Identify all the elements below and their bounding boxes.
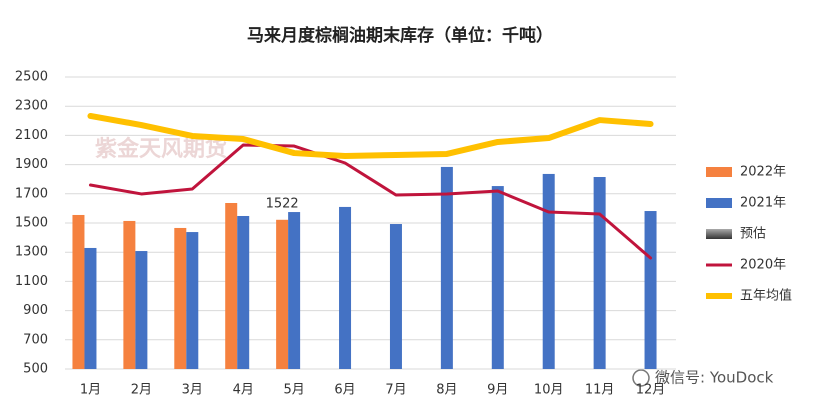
- x-tick-label: 11月: [585, 383, 615, 398]
- bar: [644, 211, 657, 369]
- bar: [237, 215, 250, 369]
- line: [88, 143, 653, 260]
- y-tick-label: 2500: [15, 70, 48, 85]
- y-tick-label: 500: [23, 362, 48, 377]
- bar: [72, 214, 85, 369]
- y-tick-label: 2100: [15, 128, 48, 143]
- x-tick-label: 7月: [385, 383, 406, 398]
- legend-swatch: [706, 198, 732, 208]
- y-tick-label: 1100: [15, 274, 48, 289]
- legend-label: 2020年: [740, 258, 786, 273]
- x-tick-label: 6月: [334, 383, 355, 398]
- y-tick-label: 1900: [15, 157, 48, 172]
- x-tick-label: 12月: [636, 383, 666, 398]
- y-tick-label: 1500: [15, 216, 48, 231]
- legend-label: 2021年: [740, 196, 786, 211]
- bar: [491, 186, 504, 369]
- watermark: 微信号: YouDock: [655, 369, 774, 387]
- x-tick-label: 1月: [80, 383, 101, 398]
- x-tick-label: 2月: [131, 383, 152, 398]
- y-tick-label: 2300: [15, 99, 48, 114]
- bar: [84, 247, 97, 369]
- bar: [135, 251, 148, 369]
- y-tick-label: 700: [23, 332, 48, 347]
- bar: [593, 177, 606, 369]
- x-tick-label: 4月: [233, 383, 254, 398]
- bar: [339, 206, 352, 369]
- legend-label: 预估: [740, 227, 766, 242]
- bar: [288, 212, 301, 369]
- x-tick-label: 8月: [436, 383, 457, 398]
- bar: [276, 219, 289, 369]
- chart-title: 马来月度棕榈油期末库存（单位：千吨）: [247, 25, 553, 46]
- y-tick-label: 900: [23, 303, 48, 318]
- x-tick-label: 5月: [283, 383, 304, 398]
- legend-swatch: [706, 167, 732, 177]
- bar: [225, 202, 238, 369]
- bar: [186, 232, 199, 369]
- x-tick-label: 3月: [182, 383, 203, 398]
- bar: [389, 224, 402, 369]
- watermark: 紫金天风期货: [95, 136, 227, 162]
- line: [87, 112, 654, 159]
- y-tick-label: 1700: [15, 186, 48, 201]
- y-tick-label: 1300: [15, 245, 48, 260]
- bar: [440, 166, 453, 369]
- wechat-icon: [632, 369, 650, 387]
- bar: [123, 220, 136, 369]
- x-tick-label: 10月: [534, 383, 564, 398]
- bar: [542, 173, 555, 369]
- legend-label: 五年均值: [740, 288, 792, 304]
- x-tick-label: 9月: [487, 383, 508, 398]
- bar: [174, 227, 187, 369]
- data-label: 1522: [266, 196, 299, 211]
- legend-swatch: [706, 229, 732, 239]
- legend-label: 2022年: [740, 165, 786, 180]
